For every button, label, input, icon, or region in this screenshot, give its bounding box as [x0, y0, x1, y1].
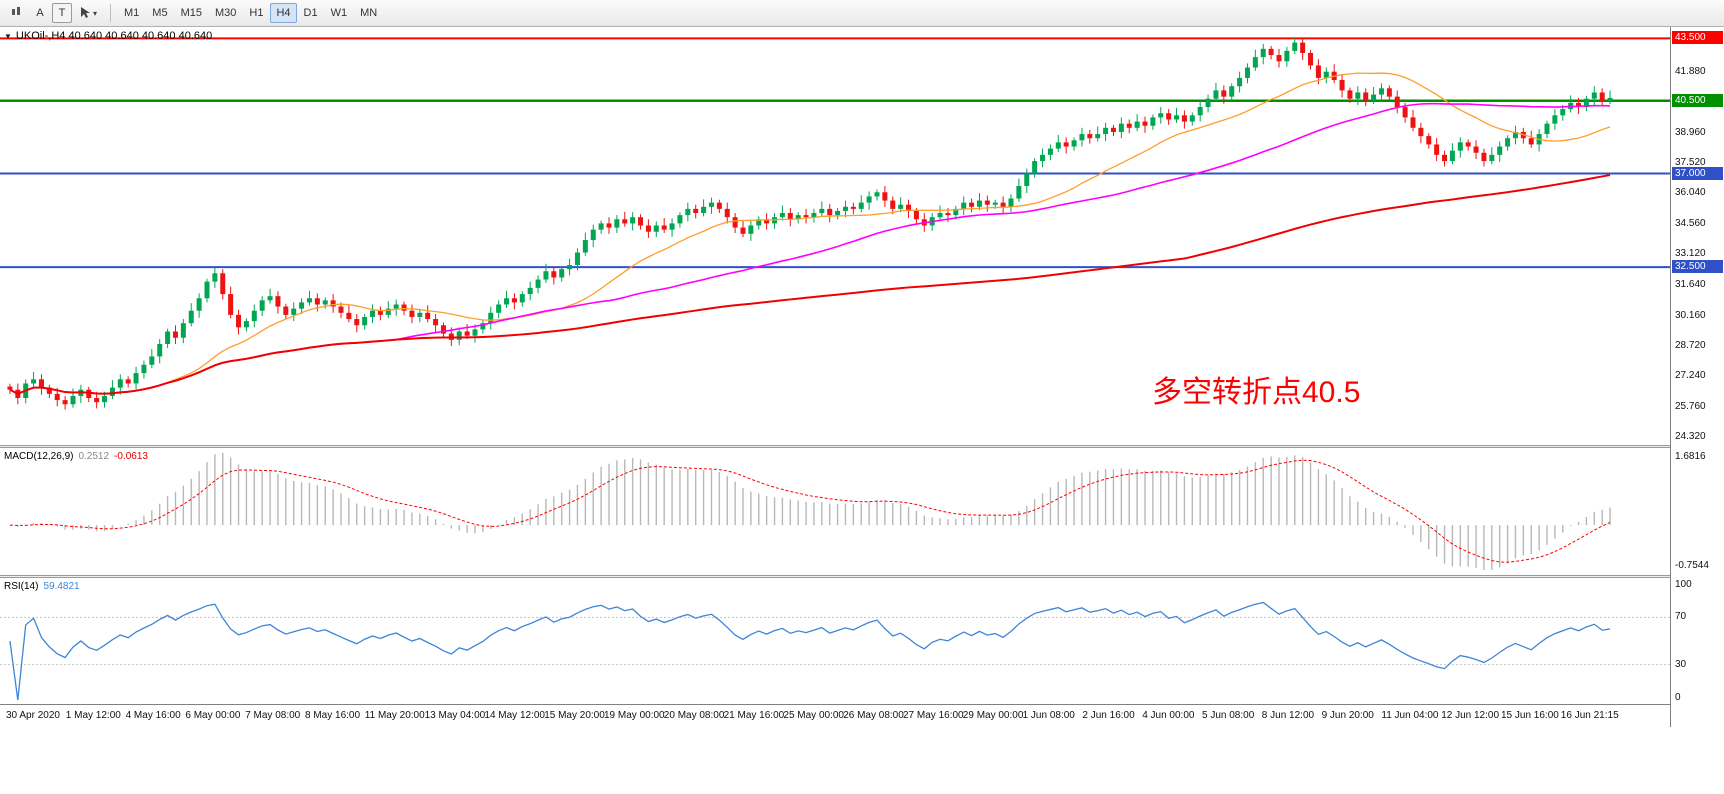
cursor-icon: [80, 6, 91, 21]
time-tick-label: 7 May 08:00: [245, 710, 301, 721]
macd-label: MACD(12,26,9) 0.2512 -0.0613: [4, 451, 148, 462]
drawing-tools-dropdown[interactable]: ▾: [74, 3, 103, 23]
time-axis[interactable]: 30 Apr 2020 1 May 12:00 4 May 16:00 6 May 0…: [0, 704, 1724, 727]
macd-name: MACD(12,26,9): [4, 451, 74, 462]
timeframe-mn-button[interactable]: MN: [360, 7, 378, 19]
timeframe-d1-button[interactable]: D1: [303, 7, 318, 19]
time-tick-label: 14 May 12:00: [484, 710, 545, 721]
rsi-chart[interactable]: [0, 578, 1670, 704]
time-tick-label: 26 May 08:00: [843, 710, 904, 721]
chart-annotation[interactable]: 多空转折点40.5: [1152, 376, 1361, 409]
macd-main-value: 0.2512: [78, 451, 110, 462]
timeframe-buttons: M1 M5 M15 M30 H1 H4 D1 W1 MN: [118, 3, 383, 23]
timeframe-w1-button[interactable]: W1: [330, 7, 348, 19]
macd-pane[interactable]: MACD(12,26,9) 0.2512 -0.0613: [0, 448, 1670, 575]
price-tick-label: 31.640: [1675, 278, 1706, 290]
time-tick-label: 5 Jun 08:00: [1202, 710, 1255, 721]
price-tick-label: 37.520: [1675, 156, 1706, 168]
symbol-ohlc-text: UKOil-,H4 40.640 40.640 40.640 40.640: [15, 30, 213, 42]
timeframe-m15-button[interactable]: M15: [180, 7, 202, 19]
price-scale[interactable]: 41.880 38.960 37.520 36.040 34.560 33.120 31.6…: [1670, 27, 1724, 727]
price-tick-label: 27.240: [1675, 370, 1706, 382]
time-tick-label: 1 Jun 08:00: [1022, 710, 1075, 721]
time-tick-label: 29 May 00:00: [962, 710, 1024, 721]
price-tick-label: 41.880: [1675, 66, 1706, 78]
price-line-badge: 40.500: [1672, 93, 1723, 107]
price-tick-label: 24.320: [1675, 431, 1706, 443]
time-tick-label: 11 May 20:00: [364, 710, 425, 721]
rsi-name: RSI(14): [4, 581, 39, 592]
chevron-down-icon: ▾: [93, 8, 98, 18]
price-tick-label: 30.160: [1675, 309, 1706, 321]
price-chart-pane[interactable]: ▼ UKOil-,H4 40.640 40.640 40.640 40.640 …: [0, 27, 1670, 445]
time-tick-label: 13 May 04:00: [424, 710, 486, 721]
time-tick-label: 11 Jun 04:00: [1381, 710, 1439, 721]
pane-resize-handle[interactable]: [0, 575, 1724, 578]
time-tick-label: 8 Jun 12:00: [1261, 710, 1315, 721]
pane-resize-handle[interactable]: [0, 445, 1724, 448]
candlestick-icon: [10, 6, 22, 21]
macd-chart[interactable]: [0, 448, 1670, 575]
timeframe-m5-button[interactable]: M5: [152, 7, 168, 19]
price-tick-label: 33.120: [1675, 248, 1706, 260]
time-tick-label: 20 May 08:00: [663, 710, 725, 721]
price-tick-label: 28.720: [1675, 339, 1706, 351]
price-tick-label: 25.760: [1675, 401, 1706, 413]
time-tick-label: 19 May 00:00: [604, 710, 665, 721]
rsi-scale-label: 0: [1675, 692, 1681, 703]
timeframe-h4-button[interactable]: H4: [270, 3, 297, 23]
time-tick-label: 8 May 16:00: [305, 710, 361, 721]
price-tick-label: 34.560: [1675, 218, 1706, 230]
macd-scale-max: 1.6816: [1675, 451, 1706, 462]
time-tick-label: 16 Jun 21:15: [1560, 710, 1619, 721]
rsi-scale-label: 30: [1675, 658, 1687, 670]
time-tick-label: 25 May 00:00: [783, 710, 844, 721]
time-tick-label: 30 Apr 2020: [6, 710, 60, 721]
price-line-badge: 37.000: [1672, 166, 1723, 180]
toolbar-separator: [110, 4, 112, 22]
text-label-tool-button[interactable]: A: [36, 7, 44, 19]
price-line-badge: 32.500: [1672, 260, 1723, 274]
time-tick-label: 6 May 00:00: [185, 710, 241, 721]
rsi-value: 59.4821: [43, 581, 80, 592]
time-tick-label: 15 Jun 16:00: [1501, 710, 1559, 721]
chart-window: ▼ UKOil-,H4 40.640 40.640 40.640 40.640 …: [0, 27, 1724, 794]
time-tick-label: 9 Jun 20:00: [1321, 710, 1374, 721]
macd-scale-min: -0.7544: [1675, 560, 1709, 571]
time-tick-label: 4 Jun 00:00: [1142, 710, 1195, 721]
timeframe-m1-button[interactable]: M1: [124, 7, 140, 19]
timeframe-m30-button[interactable]: M30: [214, 7, 237, 19]
rsi-label: RSI(14) 59.4821: [4, 581, 80, 592]
collapse-arrow-icon: ▼: [4, 31, 12, 41]
chart-title: ▼ UKOil-,H4 40.640 40.640 40.640 40.640: [4, 30, 212, 42]
rsi-scale-label: 70: [1675, 611, 1687, 623]
price-tick-label: 36.040: [1675, 187, 1706, 199]
time-tick-label: 27 May 16:00: [903, 710, 964, 721]
macd-signal-value: -0.0613: [114, 451, 148, 462]
toolbar: A T ▾ M1 M5 M15 M30 H1 H4 D1 W1 MN: [0, 0, 1724, 27]
rsi-scale-label: 100: [1675, 579, 1692, 590]
chart-type-button[interactable]: [4, 3, 28, 23]
time-tick-label: 15 May 20:00: [544, 710, 605, 721]
time-tick-label: 4 May 16:00: [125, 710, 181, 721]
candlestick-chart[interactable]: [0, 27, 1670, 445]
time-tick-label: 2 Jun 16:00: [1082, 710, 1135, 721]
time-tick-label: 12 Jun 12:00: [1441, 710, 1500, 721]
timeframe-h1-button[interactable]: H1: [249, 7, 264, 19]
price-line-badge: 43.500: [1672, 31, 1723, 45]
arrow-tool-button[interactable]: T: [52, 3, 72, 23]
time-tick-label: 1 May 12:00: [65, 710, 121, 721]
price-tick-label: 38.960: [1675, 126, 1706, 138]
time-tick-label: 21 May 16:00: [723, 710, 785, 721]
rsi-pane[interactable]: RSI(14) 59.4821: [0, 578, 1670, 704]
